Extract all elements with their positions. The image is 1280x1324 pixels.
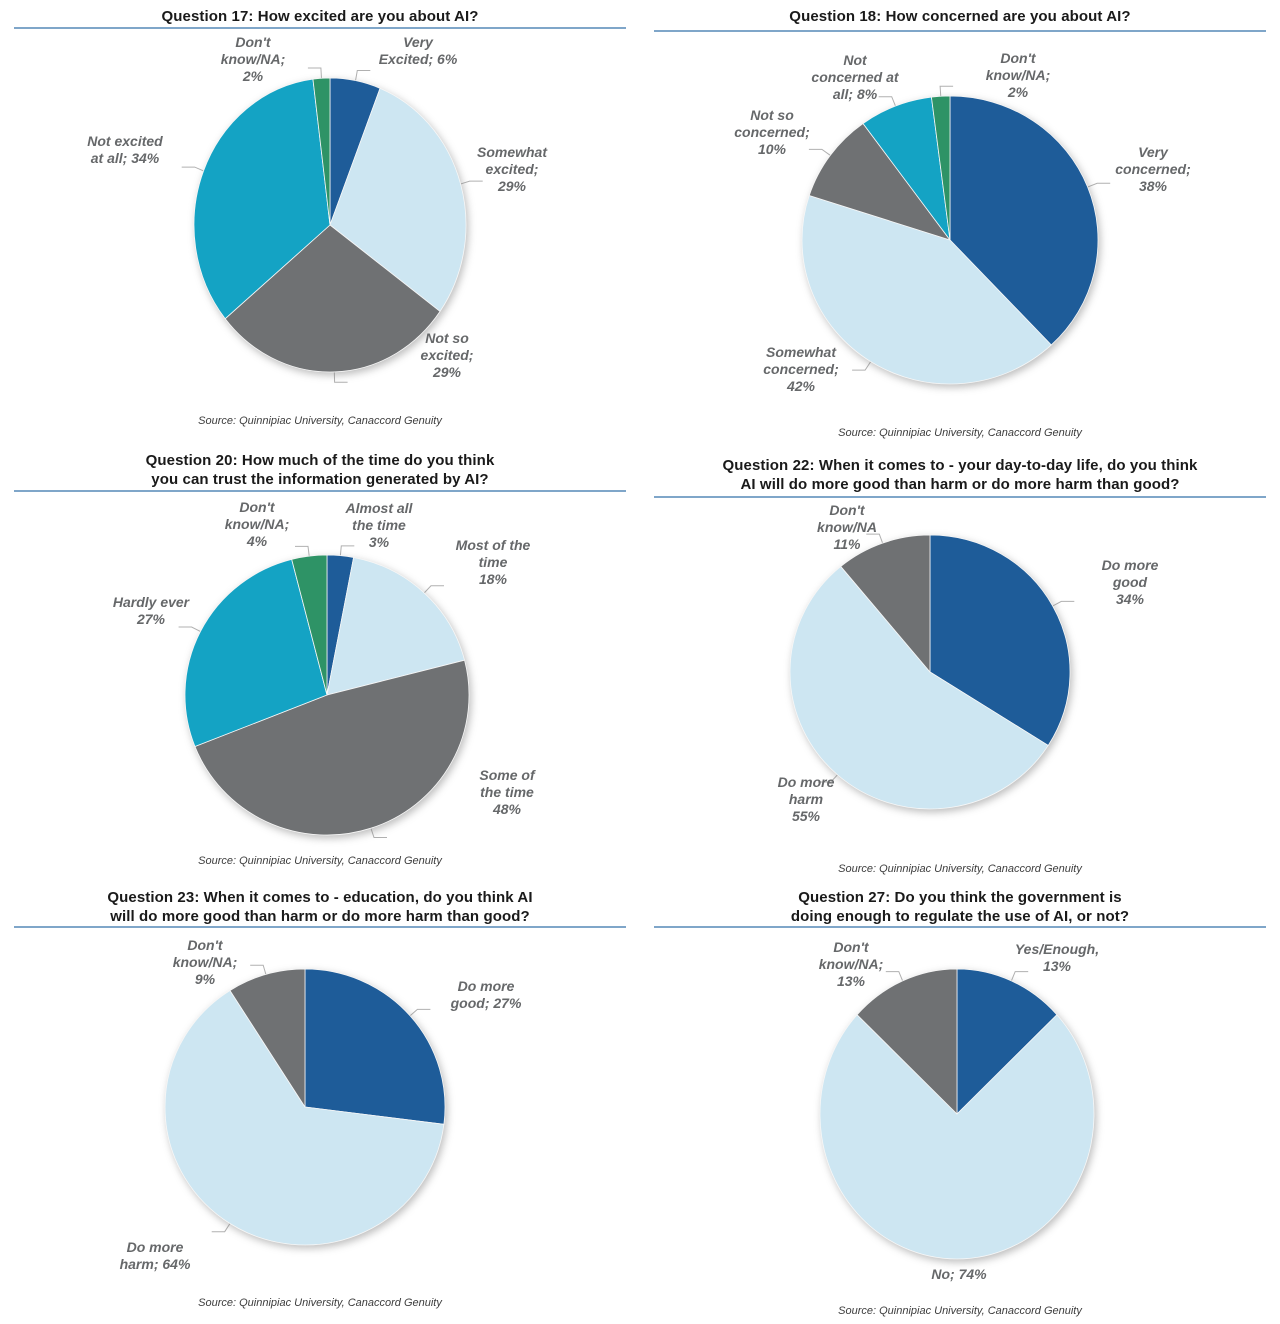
chart-title: Question 17: How excited are you about A… (161, 8, 479, 25)
chart-panel-question-20: Question 20: How much of the time do you… (0, 440, 640, 880)
slice-label-almost-all-the-time: Almost all the time 3% (345, 500, 413, 550)
leader-line-some-of-the-time (370, 827, 387, 838)
leader-line-not-so-concerned (808, 148, 832, 157)
pie-slice-not-excited-at-all (193, 78, 331, 320)
leader-line-don-t-know-na (885, 971, 904, 982)
leader-line-very-excited (354, 70, 371, 82)
slice-label-not-excited-at-all: Not excited at all; 34% (87, 133, 163, 166)
pie-slice-most-of-the-time (326, 557, 465, 696)
pie-slice-do-more-good (929, 534, 1071, 746)
pie-slice-not-so-concerned (808, 123, 951, 241)
pie-chart-question-27 (819, 968, 1095, 1260)
chart-title: Question 27: Do you think the government… (790, 889, 1130, 925)
pie-slice-very-concerned (949, 95, 1099, 346)
chart-panel-question-18: Question 18: How concerned are you about… (640, 0, 1280, 440)
slice-label-very-concerned: Very concerned; 38% (1115, 144, 1191, 194)
pie-slice-don-t-know-na (856, 968, 958, 1115)
pie-slice-do-more-harm (789, 566, 1049, 810)
slice-label-do-more-harm: Do more harm; 64% (119, 1239, 191, 1272)
leader-line-yes-enough (1010, 971, 1029, 982)
leader-line-not-concerned-at-all (878, 96, 897, 107)
source-note: Source: Quinnipiac University, Canaccord… (838, 1305, 1082, 1317)
pie-slice-don-t-know-na (840, 534, 931, 673)
slice-label-not-so-concerned: Not so concerned; 10% (734, 107, 810, 157)
pie-slice-don-t-know-na (291, 554, 328, 696)
chart-panel-question-27: Question 27: Do you think the government… (640, 880, 1280, 1324)
slice-label-some-of-the-time: Some of the time 48% (479, 767, 535, 817)
chart-panel-question-23: Question 23: When it comes to - educatio… (0, 880, 640, 1324)
title-underline (14, 490, 626, 492)
slice-label-don-t-know-na: Don't know/NA; 13% (818, 939, 884, 989)
pie-chart-question-17 (181, 67, 483, 383)
pie-slice-yes-enough (956, 968, 1058, 1115)
pie-chart-question-20 (178, 545, 470, 838)
source-note: Source: Quinnipiac University, Canaccord… (198, 855, 442, 867)
source-note: Source: Quinnipiac University, Canaccord… (838, 863, 1082, 875)
leader-line-don-t-know-na (295, 545, 310, 557)
leader-line-not-so-excited (333, 371, 348, 383)
chart-title: Question 20: How much of the time do you… (145, 452, 495, 488)
pie-slice-somewhat-concerned (801, 195, 1052, 385)
slice-label-not-concerned-at-all: Not concerned at all; 8% (811, 52, 899, 102)
leader-line-don-t-know-na (866, 533, 884, 544)
slice-label-somewhat-excited: Somewhat excited; 29% (476, 144, 548, 194)
source-note: Source: Quinnipiac University, Canaccord… (838, 427, 1082, 439)
slice-label-hardly-ever: Hardly ever 27% (112, 594, 190, 627)
slice-label-don-t-know-na: Don't know/NA; 2% (985, 50, 1051, 100)
pie-chart-question-22 (789, 533, 1075, 810)
leader-line-don-t-know-na (939, 85, 954, 98)
pie-slice-somewhat-excited (329, 87, 467, 312)
title-underline (654, 926, 1266, 928)
slice-label-do-more-harm: Do more harm 55% (777, 774, 835, 824)
pie-slice-don-t-know-na (312, 77, 331, 226)
slice-label-don-t-know-na: Don't know/NA; 9% (172, 937, 238, 987)
leader-line-most-of-the-time (423, 585, 444, 594)
slice-label-don-t-know-na: Don't know/NA; 4% (224, 499, 290, 549)
leader-line-do-more-harm (211, 1222, 231, 1233)
title-underline (14, 926, 626, 928)
title-underline (14, 27, 626, 29)
pie-slice-some-of-the-time (194, 659, 470, 836)
leader-line-almost-all-the-time (339, 545, 355, 557)
slice-label-no: No; 74% (931, 1266, 987, 1282)
pie-slice-do-more-good (304, 968, 446, 1125)
leader-line-don-t-know-na (250, 964, 267, 976)
chart-title: Question 22: When it comes to - your day… (722, 457, 1198, 493)
slice-label-do-more-good: Do more good; 27% (450, 978, 522, 1011)
pie-slice-do-more-harm (164, 990, 445, 1246)
pie-slice-no (819, 1014, 1095, 1260)
leader-line-do-more-good (1051, 600, 1075, 607)
source-note: Source: Quinnipiac University, Canaccord… (198, 415, 442, 427)
leader-line-do-more-good (409, 1008, 431, 1017)
pie-chart-question-23 (164, 964, 446, 1246)
leader-line-somewhat-concerned (852, 360, 872, 371)
chart-title: Question 23: When it comes to - educatio… (107, 889, 533, 925)
chart-title: Question 18: How concerned are you about… (789, 8, 1131, 25)
pie-slice-hardly-ever (184, 559, 328, 747)
slice-label-somewhat-concerned: Somewhat concerned; 42% (763, 344, 839, 394)
chart-panel-question-22: Question 22: When it comes to - your day… (640, 440, 1280, 880)
slice-label-most-of-the-time: Most of the time 18% (455, 537, 531, 587)
slice-label-yes-enough: Yes/Enough, 13% (1014, 941, 1100, 974)
slice-label-don-t-know-na: Don't know/NA 11% (817, 502, 877, 552)
pie-slice-don-t-know-na (931, 95, 951, 241)
slice-label-very-excited: Very Excited; 6% (378, 34, 458, 67)
title-underline (654, 30, 1266, 32)
pie-slice-not-so-excited (224, 224, 441, 373)
source-note: Source: Quinnipiac University, Canaccord… (198, 1297, 442, 1309)
leader-line-somewhat-excited (459, 180, 483, 185)
leader-line-very-concerned (1086, 182, 1111, 188)
leader-line-don-t-know-na (307, 67, 322, 80)
slice-label-not-so-excited: Not so excited; 29% (420, 330, 474, 380)
pie-chart-question-18 (801, 85, 1111, 385)
slice-label-do-more-good: Do more good 34% (1101, 557, 1159, 607)
chart-panel-question-17: Question 17: How excited are you about A… (0, 0, 640, 440)
slice-label-don-t-know-na: Don't know/NA; 2% (220, 34, 286, 84)
leader-line-do-more-harm (817, 773, 839, 783)
title-underline (654, 496, 1266, 498)
leader-line-hardly-ever (178, 626, 202, 633)
pie-slice-don-t-know-na (229, 968, 306, 1108)
leader-line-not-excited-at-all (181, 166, 205, 172)
